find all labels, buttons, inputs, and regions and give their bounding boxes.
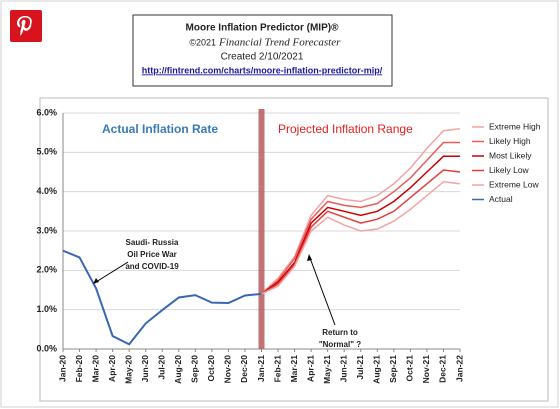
x-tick-label: Feb-21 — [272, 355, 282, 383]
covid-arrow — [95, 261, 129, 283]
y-tick-label: 4.0% — [36, 186, 57, 196]
normal-arrow — [309, 257, 336, 326]
legend-label: Most Likely — [489, 150, 532, 160]
chart-title: Moore Inflation Predictor (MIP)® — [186, 23, 340, 34]
y-tick-label: 3.0% — [36, 225, 57, 235]
plot: 0.0% 1.0% 2.0% 3.0% 4.0% 5.0% 6.0% Jan-20 Feb-20… — [36, 107, 464, 383]
normal-note: "Normal" ? — [319, 340, 361, 349]
x-tick-label: Nov-20 — [223, 355, 233, 384]
x-tick-label: Jan-20 — [57, 355, 67, 382]
pinterest-icon — [17, 16, 32, 36]
legend-label: Extreme High — [489, 121, 541, 131]
series-line — [261, 155, 460, 295]
copyright: ©2021 — [189, 37, 216, 47]
covid-arrowhead — [93, 278, 99, 284]
x-tick-label: May-21 — [322, 355, 332, 384]
legend-label: Actual — [489, 194, 513, 204]
x-tick-label: Jun-20 — [140, 355, 150, 383]
divider-band — [258, 109, 265, 349]
series-line — [62, 249, 262, 346]
series-line — [261, 169, 461, 295]
normal-arrowhead — [307, 254, 312, 261]
y-tick-label: 5.0% — [36, 147, 57, 157]
x-tick-label: Dec-21 — [438, 355, 448, 383]
covid-note: and COVID-19 — [125, 262, 179, 271]
covid-note: Oil Price War — [127, 250, 177, 259]
x-tick-label: Mar-21 — [289, 355, 299, 383]
x-tick-label: Oct-20 — [206, 355, 216, 382]
pinterest-bg — [10, 10, 42, 42]
x-tick-label: Sep-21 — [388, 355, 398, 383]
x-tick-label: Nov-21 — [421, 355, 431, 384]
created-date: Created 2/10/2021 — [221, 52, 304, 63]
legend-label: Likely High — [489, 136, 531, 146]
x-tick-label: May-20 — [123, 355, 133, 384]
x-tick-label: Apr-20 — [107, 355, 117, 382]
y-tick-label: 6.0% — [36, 107, 57, 117]
x-tick-label: Aug-20 — [173, 355, 183, 384]
x-tick-label: Oct-21 — [405, 355, 415, 382]
series-line — [261, 141, 460, 295]
y-tick-label: 0.0% — [36, 343, 57, 353]
x-tick-label: Jul-21 — [355, 355, 365, 380]
x-tick-label: Apr-21 — [305, 355, 315, 382]
normal-note: Return to — [322, 328, 358, 337]
x-tick-label: Jan-21 — [256, 355, 266, 382]
legend-label: Extreme Low — [489, 179, 539, 189]
x-tick-label: Jul-20 — [157, 355, 167, 380]
y-tick-label: 2.0% — [36, 265, 57, 275]
pinterest-button[interactable] — [10, 10, 42, 42]
y-tick-label: 1.0% — [36, 304, 57, 314]
series-line — [261, 181, 461, 295]
chart-frame — [39, 97, 549, 402]
x-tick-label: Mar-20 — [90, 355, 100, 383]
actual-label: Actual Inflation Rate — [102, 122, 218, 136]
x-tick-label: Dec-20 — [239, 355, 249, 383]
x-tick-label: Jan-22 — [454, 355, 464, 382]
covid-note: Saudi- Russia — [126, 238, 179, 247]
projected-label: Projected Inflation Range — [278, 122, 413, 136]
source-link[interactable]: http://fintrend.com/charts/moore-inflati… — [142, 65, 383, 75]
legend-label: Likely Low — [489, 165, 530, 175]
subtitle: Financial Trend Forecaster — [218, 37, 341, 49]
x-tick-label: Jun-21 — [338, 355, 348, 383]
title-box — [132, 14, 393, 87]
x-tick-label: Aug-21 — [372, 355, 382, 384]
x-tick-label: Sep-20 — [190, 355, 200, 383]
x-tick-label: Feb-20 — [74, 355, 84, 383]
